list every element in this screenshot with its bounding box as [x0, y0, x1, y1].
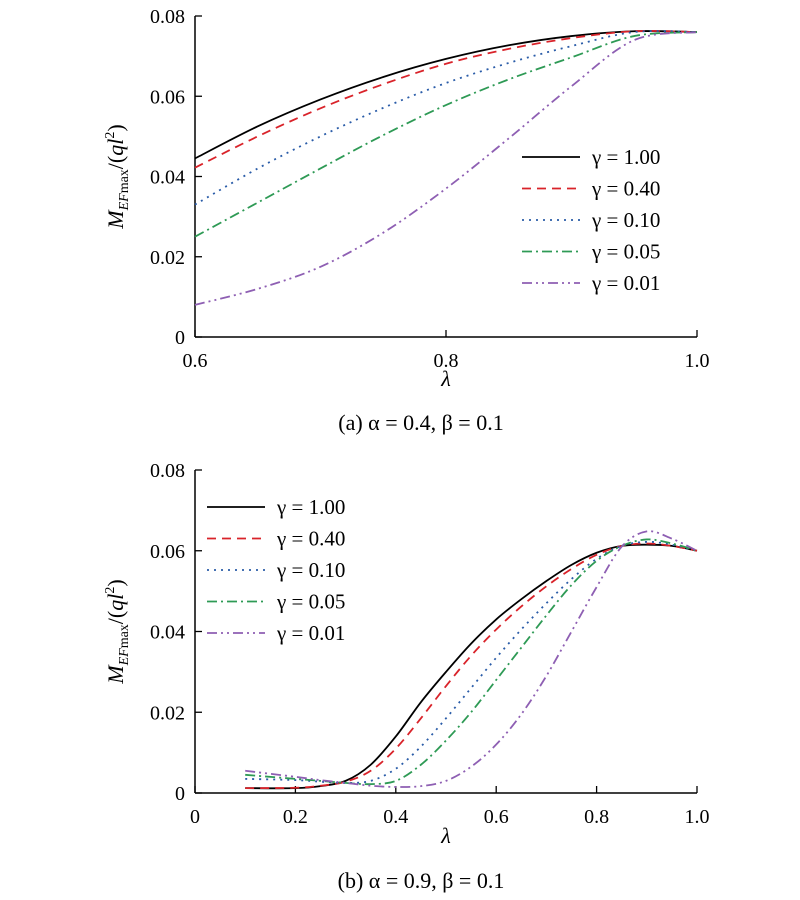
legend-label: γ = 0.10: [276, 558, 345, 582]
legend-label: γ = 0.40: [276, 527, 345, 551]
legend-label: γ = 1.00: [276, 495, 345, 519]
chart-panel-0: 0 0.02 0.04 0.06 0.08 0.6 0.8 1.0 λ MEFmax/(ql2) γ…: [103, 6, 710, 435]
x-tick-label: 0.6: [183, 350, 208, 372]
series-line-3: [194, 31, 698, 238]
y-tick-label: 0.02: [150, 702, 185, 724]
series-line-2: [194, 30, 698, 206]
x-tick-label: 1.0: [685, 350, 710, 372]
y-tick-label: 0.04: [150, 167, 185, 189]
legend-label: γ = 0.10: [591, 208, 660, 232]
x-tick-label: 0: [190, 806, 200, 828]
x-tick-label: 0.6: [484, 806, 509, 828]
x-axis-label: λ: [440, 823, 451, 848]
y-tick-label: 0.04: [150, 622, 185, 644]
panel-caption: (a) α = 0.4, β = 0.1: [338, 410, 503, 435]
series-line-1: [194, 30, 698, 169]
series-line-4: [245, 530, 698, 788]
legend-label: γ = 0.01: [591, 271, 660, 295]
legend-label: γ = 0.40: [591, 177, 660, 201]
series-line-0: [194, 30, 698, 160]
legend: γ = 1.00 γ = 0.40 γ = 0.10 γ = 0.05 γ = 0.01: [522, 145, 660, 295]
x-tick-label: 0.2: [283, 806, 308, 828]
y-tick-label: 0.08: [150, 460, 185, 482]
y-tick-label: 0.06: [150, 541, 185, 563]
x-tick-label: 1.0: [685, 806, 710, 828]
y-tick-label: 0.02: [150, 247, 185, 269]
x-axis-label: λ: [440, 366, 451, 391]
y-axis-label: MEFmax/(ql2): [103, 124, 132, 229]
x-tick-label: 0.4: [383, 806, 408, 828]
legend-label: γ = 1.00: [591, 145, 660, 169]
legend: γ = 1.00 γ = 0.40 γ = 0.10 γ = 0.05 γ = 0.01: [207, 495, 345, 645]
legend-label: γ = 0.05: [591, 240, 660, 264]
legend-label: γ = 0.01: [276, 621, 345, 645]
y-tick-label: 0: [175, 783, 185, 805]
chart-panel-1: 0 0.02 0.04 0.06 0.08 0 0.2 0.4 0.6 0.8 1.0 λ MEFmax…: [103, 460, 710, 893]
y-tick-label: 0: [175, 327, 185, 349]
series-line-4: [194, 31, 698, 306]
y-tick-label: 0.06: [150, 86, 185, 108]
panel-caption: (b) α = 0.9, β = 0.1: [338, 868, 505, 893]
x-tick-label: 0.8: [434, 350, 459, 372]
x-tick-label: 0.8: [584, 806, 609, 828]
y-tick-label: 0.08: [150, 6, 185, 28]
y-axis-label: MEFmax/(ql2): [103, 579, 132, 684]
legend-label: γ = 0.05: [276, 590, 345, 614]
